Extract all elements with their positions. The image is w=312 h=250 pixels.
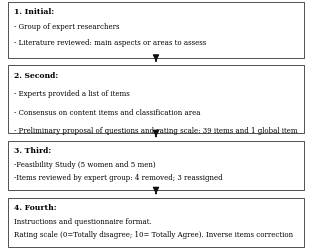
Text: Instructions and questionnaire format.: Instructions and questionnaire format. — [14, 217, 152, 225]
Text: - Literature reviewed: main aspects or areas to assess: - Literature reviewed: main aspects or a… — [14, 38, 206, 46]
Text: - Group of expert researchers: - Group of expert researchers — [14, 23, 119, 31]
FancyBboxPatch shape — [8, 141, 304, 191]
Text: Rating scale (0=Totally disagree; 10= Totally Agree). Inverse items correction: Rating scale (0=Totally disagree; 10= To… — [14, 230, 293, 238]
Text: 2. Second:: 2. Second: — [14, 72, 58, 80]
Text: -Items reviewed by expert group: 4 removed; 3 reassigned: -Items reviewed by expert group: 4 remov… — [14, 174, 223, 182]
Text: 4. Fourth:: 4. Fourth: — [14, 204, 57, 212]
FancyBboxPatch shape — [8, 2, 304, 59]
FancyBboxPatch shape — [8, 198, 304, 248]
Text: 3. Third:: 3. Third: — [14, 147, 51, 155]
Text: - Experts provided a list of items: - Experts provided a list of items — [14, 90, 130, 98]
Text: - Preliminary proposal of questions and rating scale: 39 items and 1 global item: - Preliminary proposal of questions and … — [14, 127, 298, 135]
FancyBboxPatch shape — [8, 66, 304, 134]
Text: - Consensus on content items and classification area: - Consensus on content items and classif… — [14, 108, 201, 116]
Text: -Feasibility Study (5 women and 5 men): -Feasibility Study (5 women and 5 men) — [14, 160, 156, 168]
Text: 1. Initial:: 1. Initial: — [14, 8, 54, 16]
